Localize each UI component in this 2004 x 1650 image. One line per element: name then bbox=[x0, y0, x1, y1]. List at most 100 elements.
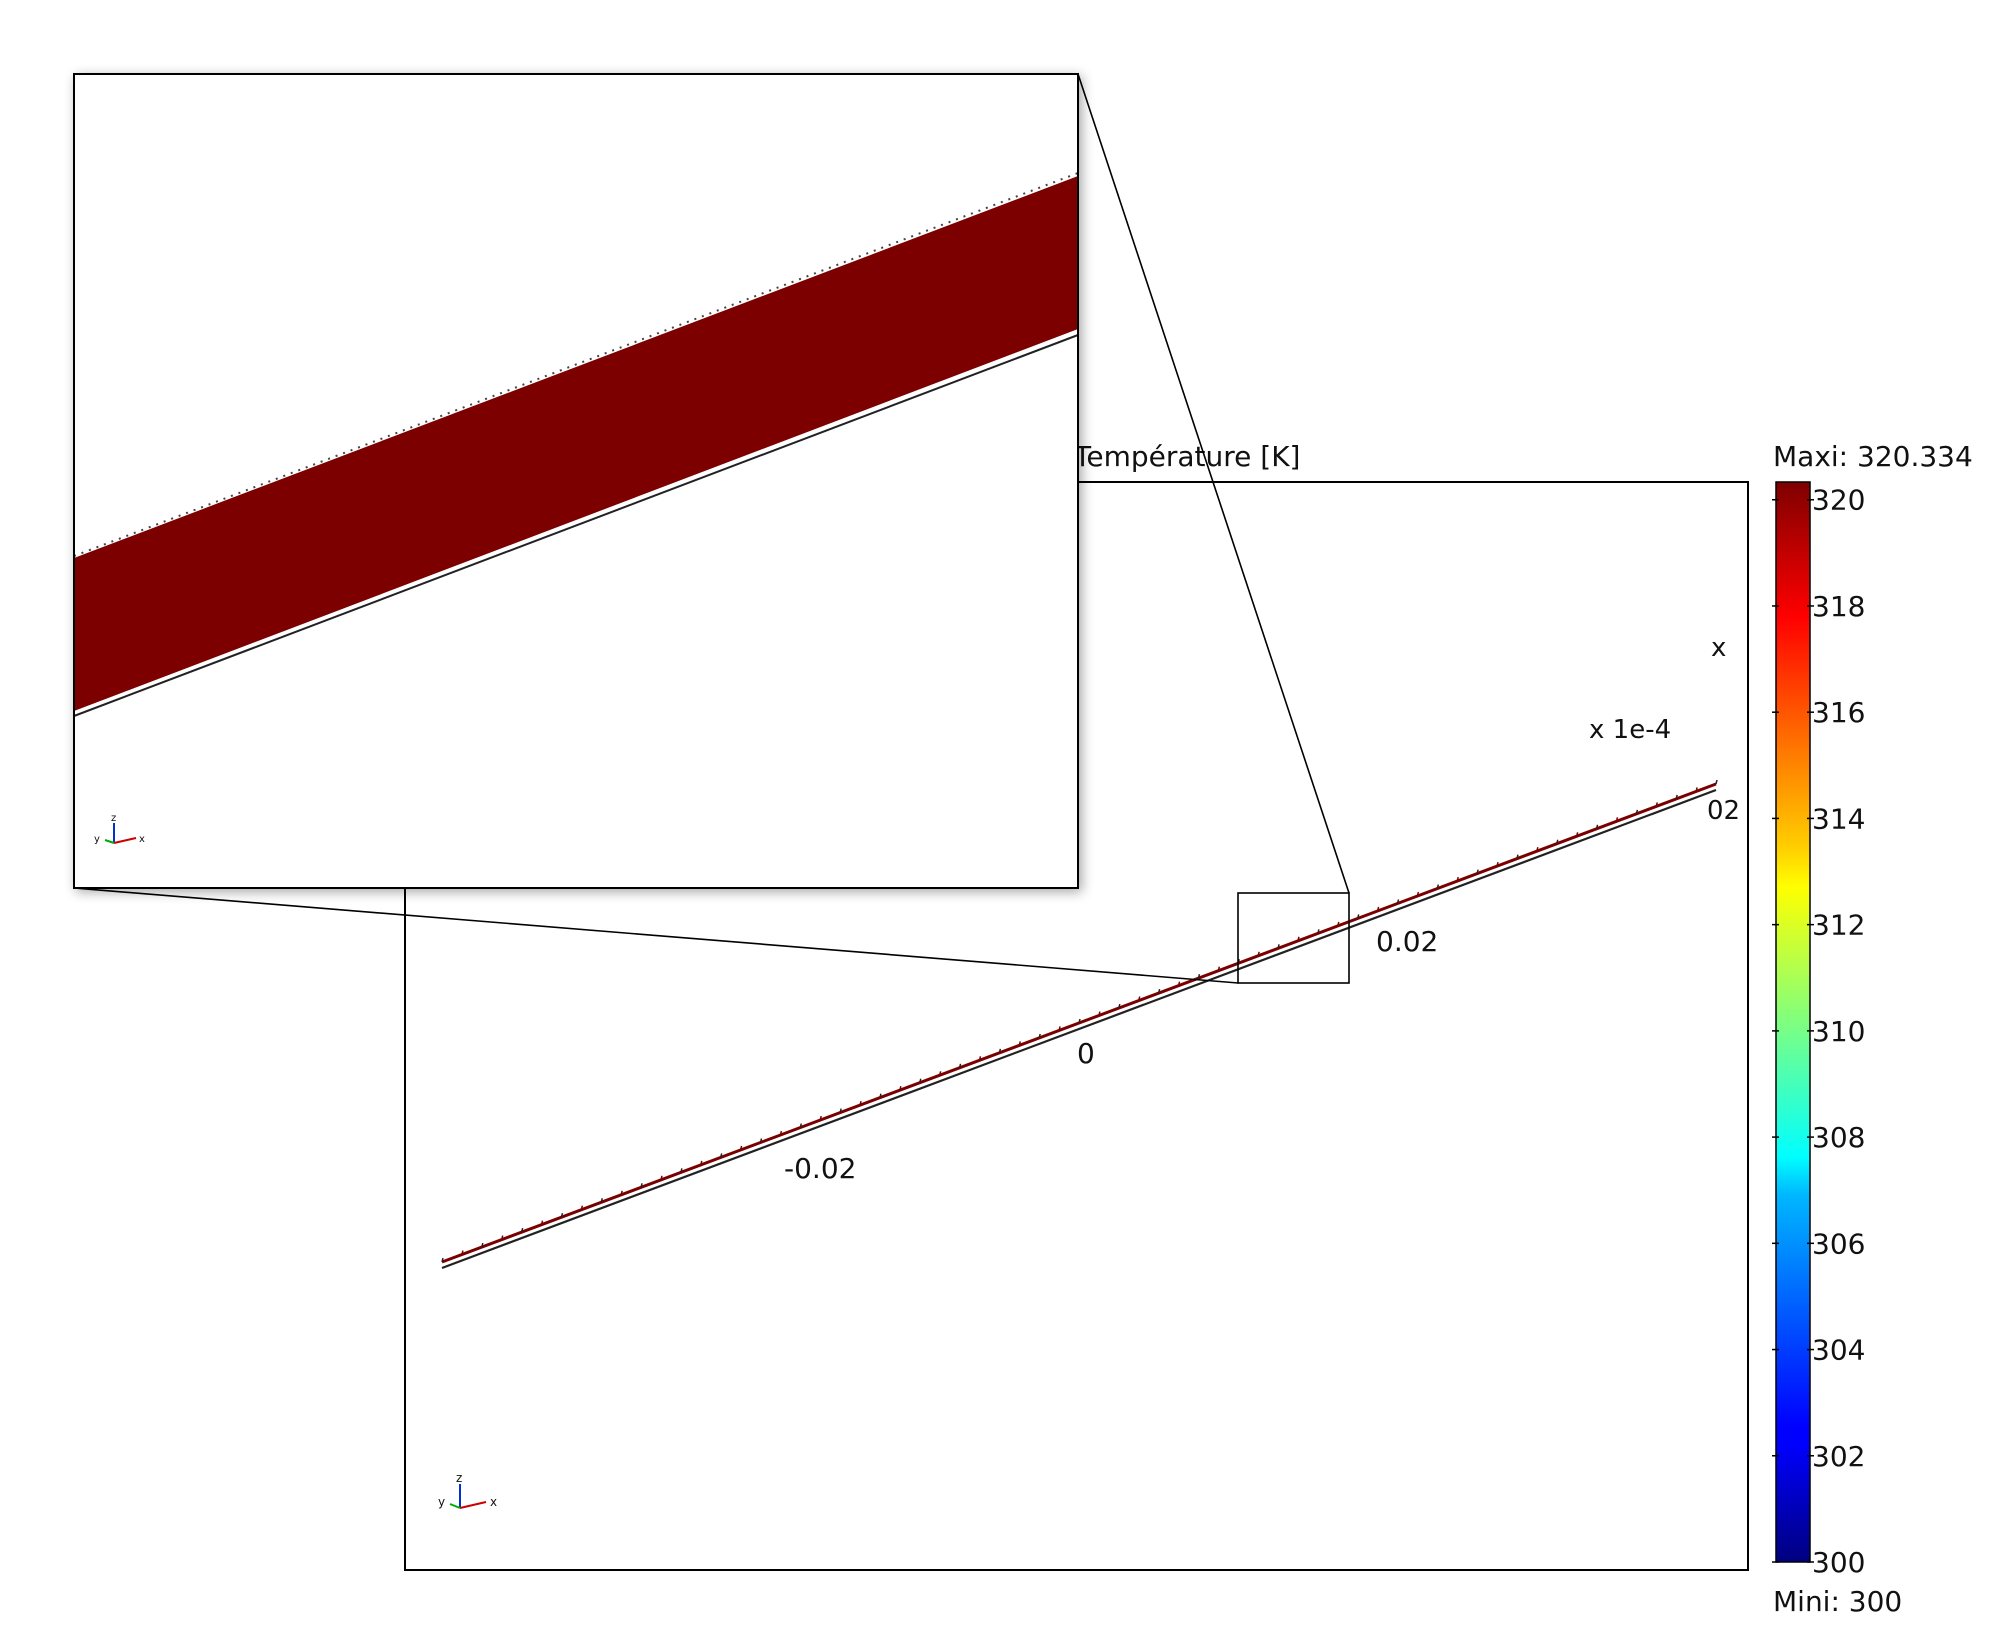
beam-tick bbox=[520, 1227, 524, 1233]
beam-tick bbox=[1137, 996, 1141, 1001]
beam-tick bbox=[1356, 914, 1360, 919]
colorbar-gradient bbox=[1775, 481, 1811, 1563]
beam-tick bbox=[1516, 854, 1519, 859]
beam-tick bbox=[759, 1138, 763, 1143]
orientation-triad: z x y bbox=[438, 1471, 497, 1509]
inset-triad-x-label: x bbox=[139, 834, 145, 845]
beam-tick bbox=[1695, 787, 1698, 792]
beam-tick bbox=[461, 1250, 464, 1255]
colorbar-tick-label: 302 bbox=[1812, 1440, 1865, 1473]
triad-x-label: x bbox=[490, 1495, 497, 1509]
beam-tick bbox=[1098, 1011, 1101, 1016]
inset-triad-y-label: y bbox=[94, 834, 100, 845]
beam-tick bbox=[680, 1168, 683, 1173]
inset-beam-bottom-edge bbox=[75, 334, 1077, 717]
x-tick-label-neg: -0.02 bbox=[784, 1152, 856, 1185]
beam-tick bbox=[660, 1175, 663, 1181]
beam-geometry bbox=[441, 779, 1718, 1270]
beam-tick bbox=[1376, 906, 1380, 912]
beam-tick bbox=[739, 1145, 743, 1151]
beam-tick bbox=[1157, 988, 1161, 994]
beam-tick bbox=[1217, 966, 1221, 971]
triad-y-label: y bbox=[438, 1495, 445, 1509]
beam-tick bbox=[1396, 899, 1400, 904]
beam-tick bbox=[938, 1071, 942, 1076]
colorbar-tick-label: 306 bbox=[1812, 1227, 1865, 1260]
beam-tick bbox=[1595, 824, 1599, 829]
beam-tick-marks bbox=[441, 779, 1718, 1263]
colorbar-tick-label: 320 bbox=[1812, 484, 1865, 517]
beam-tick bbox=[1337, 921, 1340, 927]
beam-tick bbox=[1277, 944, 1280, 949]
beam-tick bbox=[1197, 974, 1201, 979]
beam-tick bbox=[919, 1078, 922, 1083]
beam-tick bbox=[1118, 1003, 1121, 1009]
x-axis-end-label: x bbox=[1711, 633, 1726, 663]
colorbar-tick-label: 308 bbox=[1812, 1121, 1865, 1154]
beam-tick bbox=[580, 1205, 584, 1210]
beam-tick bbox=[1496, 861, 1499, 867]
beam-tick bbox=[799, 1123, 803, 1128]
beam-tick bbox=[779, 1130, 783, 1136]
beam-tick bbox=[719, 1153, 723, 1158]
beam-tick bbox=[1536, 847, 1539, 852]
beam-tick bbox=[1635, 809, 1639, 815]
beam-tick bbox=[879, 1093, 882, 1098]
triad-z-label: z bbox=[456, 1471, 462, 1485]
beam-tick bbox=[620, 1190, 623, 1195]
beam-tick bbox=[899, 1086, 902, 1091]
inset-triad-z-label: z bbox=[111, 813, 116, 824]
beam-tick bbox=[500, 1235, 504, 1240]
beam-tick bbox=[978, 1056, 982, 1061]
beam-tick bbox=[481, 1242, 484, 1248]
beam-tick bbox=[839, 1108, 842, 1113]
colorbar-tick-label: 312 bbox=[1812, 909, 1865, 942]
beam-tick bbox=[1476, 869, 1479, 874]
colorbar-tick-label: 304 bbox=[1812, 1334, 1865, 1367]
beam-tick bbox=[1556, 839, 1559, 844]
beam-tick bbox=[1675, 794, 1678, 800]
colorbar-tick-label: 310 bbox=[1812, 1015, 1865, 1048]
beam-tick bbox=[1297, 936, 1300, 942]
colorbar: Maxi: 320.334 320 318 316 314 312 310 308 306 30… bbox=[1772, 440, 1973, 1618]
beam-tick bbox=[998, 1048, 1002, 1054]
colorbar-min-label: Mini: 300 bbox=[1773, 1585, 1902, 1618]
colorbar-max-label: Maxi: 320.334 bbox=[1773, 440, 1973, 473]
beam-tick bbox=[1078, 1018, 1081, 1024]
beam-tick bbox=[1038, 1033, 1041, 1039]
beam-tick bbox=[640, 1183, 643, 1188]
zoom-inset: z x y bbox=[73, 73, 1079, 889]
beam-tick bbox=[1257, 951, 1260, 956]
inset-beam-fill bbox=[75, 176, 1077, 711]
beam-tick bbox=[819, 1115, 822, 1121]
inset-orientation-triad: z x y bbox=[94, 813, 145, 845]
beam-tick bbox=[700, 1160, 703, 1166]
colorbar-tick-label: 316 bbox=[1812, 696, 1865, 729]
beam-tick bbox=[441, 1257, 444, 1263]
beam-tick bbox=[1456, 876, 1459, 882]
beam-tick bbox=[1715, 779, 1718, 785]
beam-tick bbox=[1058, 1026, 1061, 1031]
beam-tick bbox=[1655, 802, 1659, 807]
beam-tick bbox=[859, 1100, 862, 1106]
beam-tick bbox=[560, 1213, 564, 1218]
beam-tick bbox=[958, 1063, 962, 1068]
colorbar-tick-label: 318 bbox=[1812, 590, 1865, 623]
beam-tick bbox=[1575, 832, 1579, 837]
beam-tick bbox=[1615, 817, 1619, 822]
zoom-region-box bbox=[1237, 892, 1350, 984]
beam-tick bbox=[1317, 929, 1320, 934]
beam-tick bbox=[1436, 884, 1440, 889]
beam-tick bbox=[1177, 981, 1181, 986]
scale-note: x 1e-4 bbox=[1589, 715, 1671, 745]
zoom-connectors bbox=[73, 73, 1350, 984]
colorbar-ticks: 320 318 316 314 312 310 308 306 304 302 300 bbox=[1772, 484, 1865, 1579]
inset-beam-top-dotted bbox=[75, 172, 1077, 557]
overlap-tick-glyph: 02 bbox=[1707, 796, 1740, 826]
plot-title: Température [K] bbox=[1073, 440, 1300, 473]
x-tick-label-zero: 0 bbox=[1077, 1037, 1095, 1070]
x-tick-label-pos: 0.02 bbox=[1376, 925, 1438, 958]
beam-tick bbox=[1018, 1041, 1022, 1046]
beam-tick bbox=[600, 1198, 603, 1203]
